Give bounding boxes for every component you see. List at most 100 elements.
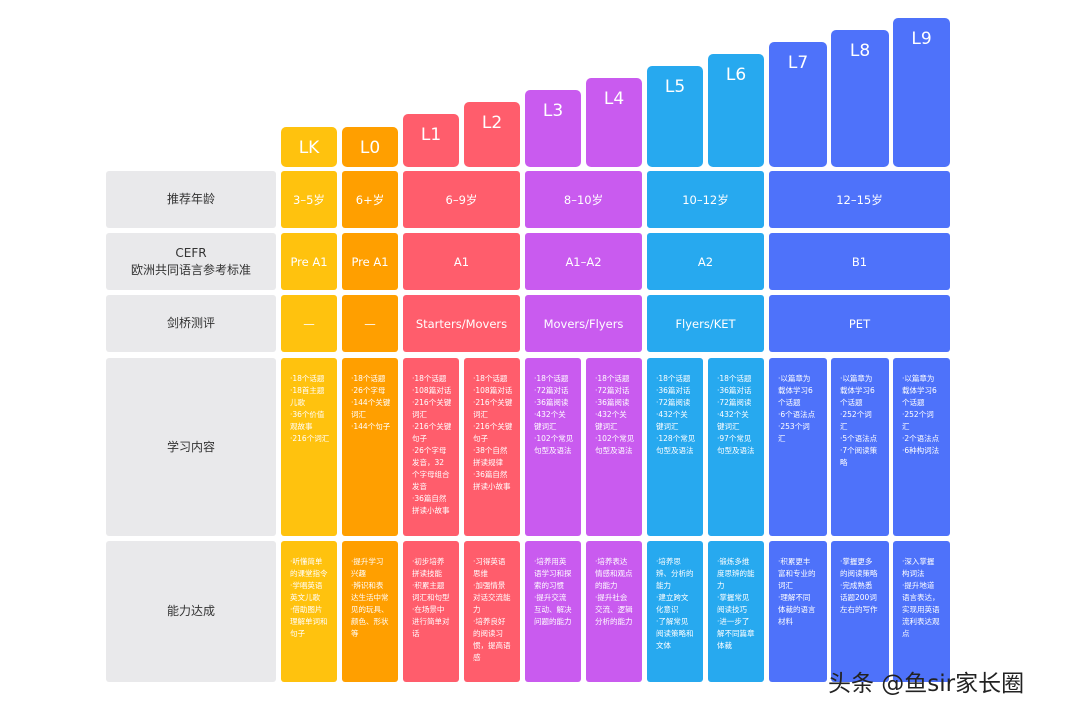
cell-line: ·2个语法点: [902, 434, 940, 443]
cell-line: 英文儿歌: [290, 593, 320, 602]
cell-line: 思维: [473, 569, 488, 578]
cell-line: 文体: [656, 641, 671, 650]
cell-line: ·18个话题: [595, 374, 630, 383]
cell-line: ·18首主题: [290, 386, 325, 395]
cell-line: ·积累主题: [412, 581, 445, 590]
cell-line: ·掌握常见: [717, 593, 750, 602]
cefr-l5-l6: A2: [647, 233, 764, 290]
cell-line: 汇: [840, 422, 848, 431]
cell-line: 度思辨的能: [717, 569, 755, 578]
cell-line: ·36篇阅读: [595, 398, 630, 407]
cell-line: ·26个字母: [412, 446, 447, 455]
cell-line: ·习得英语: [473, 557, 506, 566]
cell-line: ·252个词: [902, 410, 934, 419]
cell-line: 个话题: [840, 398, 863, 407]
cefr-l0: Pre A1: [342, 233, 398, 290]
cell-line: 交流、逻辑: [595, 605, 633, 614]
cell-line: ·6个语法点: [778, 410, 816, 419]
watermark: 头条 @鱼sir家长圈: [828, 671, 1025, 697]
level-l4-header: L4: [586, 78, 642, 167]
cambridge-l0: —: [342, 295, 398, 352]
cell-line: 键词汇: [534, 422, 557, 431]
cell-line: 拼读小故事: [473, 482, 511, 491]
cell-line: ·102个常见: [595, 434, 635, 443]
cell-line: ·216个关键: [473, 398, 513, 407]
cell-line: ·锻炼多维: [717, 557, 750, 566]
cell-line: 流利表达观: [902, 617, 940, 626]
cell-line: 左右的写作: [840, 605, 878, 614]
cell-line: 见的玩具、: [351, 605, 389, 614]
cell-line: 语学习和探: [534, 569, 572, 578]
cell-line: 句型及语法: [717, 446, 755, 455]
cefr-l3-l4: A1–A2: [525, 233, 642, 290]
cell-line: 材料: [778, 617, 793, 626]
cell-line: 键词汇: [656, 422, 679, 431]
content-l2: ·18个话题 ·108篇对话 ·216个关键 词汇 ·216个关键 句子 ·38个自然 拼读规…: [464, 358, 520, 536]
cell-line: 点: [902, 629, 910, 638]
cell-line: ·积累更丰: [778, 557, 811, 566]
cell-line: 语言表达，: [902, 593, 940, 602]
cell-line: ·培养用英: [534, 557, 567, 566]
cell-line: 句子: [473, 434, 488, 443]
cell-line: ·培养良好: [473, 617, 506, 626]
cell-line: 句子: [290, 629, 305, 638]
cell-line: 互动、解决: [534, 605, 572, 614]
cell-line: ·18个话题: [473, 374, 508, 383]
cell-line: 分析的能力: [595, 617, 633, 626]
cell-line: ·36篇对话: [717, 386, 752, 395]
cell-line: ·432个关: [534, 410, 566, 419]
level-l5-header: L5: [647, 66, 703, 167]
cell-line: 情感和观点: [595, 569, 633, 578]
ability-l6: ·锻炼多维 度思辨的能力 ·掌握常见 阅读技巧 ·进一步了 解不同篇章 体裁: [708, 541, 764, 682]
cefr-lk: Pre A1: [281, 233, 337, 290]
cell-line: 拼读规律: [473, 458, 503, 467]
cell-line: 发音: [412, 482, 427, 491]
cell-line: ·432个关: [717, 410, 749, 419]
cambridge-l3-l4: Movers/Flyers: [525, 295, 642, 352]
cell-line: 的阅读习: [473, 629, 503, 638]
age-l7-l9: 12–15岁: [769, 171, 950, 228]
cell-line: ·72篇阅读: [717, 398, 752, 407]
cell-line: ·18个话题: [351, 374, 386, 383]
cell-line: ·36篇对话: [656, 386, 691, 395]
cell-line: 力: [717, 581, 725, 590]
age-l3-l4: 8–10岁: [525, 171, 642, 228]
level-l8-header: L8: [831, 30, 889, 167]
content-l4: ·18个话题 ·72篇对话 ·36篇阅读 ·432个关 键词汇 ·102个常见 句型及语法: [586, 358, 642, 536]
cell-line: ·初步培养: [412, 557, 445, 566]
cell-line: ·提升地道: [902, 581, 935, 590]
age-l1-l2: 6–9岁: [403, 171, 520, 228]
ability-l4: ·培养表达 情感和观点 的能力 ·提升社会 交流、逻辑 分析的能力: [586, 541, 642, 682]
cell-line: 载体学习6: [840, 386, 875, 395]
level-l2-header: L2: [464, 102, 520, 167]
cell-line: 个话题: [902, 398, 925, 407]
cell-line: ·以篇章为: [840, 374, 873, 383]
cell-line: 拼读小故事: [412, 506, 450, 515]
level-lk-header: LK: [281, 127, 337, 167]
cell-line: ·36篇阅读: [534, 398, 569, 407]
content-l8: ·以篇章为 载体学习6 个话题 ·252个词汇 ·5个语法点 ·7个阅读策略: [831, 358, 889, 536]
cell-line: ·144个关键: [351, 398, 391, 407]
cell-line: ·加强情景: [473, 581, 506, 590]
cell-line: 词汇和句型: [412, 593, 450, 602]
cell-line: ·36篇自然: [412, 494, 447, 503]
cell-line: ·38个自然: [473, 446, 508, 455]
cambridge-l5-l6: Flyers/KET: [647, 295, 764, 352]
content-l0: ·18个话题 ·26个字母 ·144个关键 词汇 ·144个句子: [342, 358, 398, 536]
cell-line: 实现用英语: [902, 605, 940, 614]
row-label-content: 学习内容: [106, 358, 276, 536]
cell-line: ·216个词汇: [290, 434, 330, 443]
cell-line: ·72篇对话: [534, 386, 569, 395]
ability-l5: ·培养思 辨、分析的 能力 ·建立跨文 化意识 ·了解常见 阅读策略和 文体: [647, 541, 703, 682]
cefr-l7-l9: B1: [769, 233, 950, 290]
cefr-l1-l2: A1: [403, 233, 520, 290]
cell-line: 对话交流能: [473, 593, 511, 602]
cell-line: ·72篇对话: [595, 386, 630, 395]
cell-line: 话题200词: [840, 593, 877, 602]
row-label-age: 推荐年龄: [106, 171, 276, 228]
cell-line: 儿歌: [290, 398, 305, 407]
cell-line: ·18个话题: [717, 374, 752, 383]
cell-line: 的能力: [595, 581, 618, 590]
cell-line: ·学唱英语: [290, 581, 323, 590]
cell-line: ·培养思: [656, 557, 681, 566]
